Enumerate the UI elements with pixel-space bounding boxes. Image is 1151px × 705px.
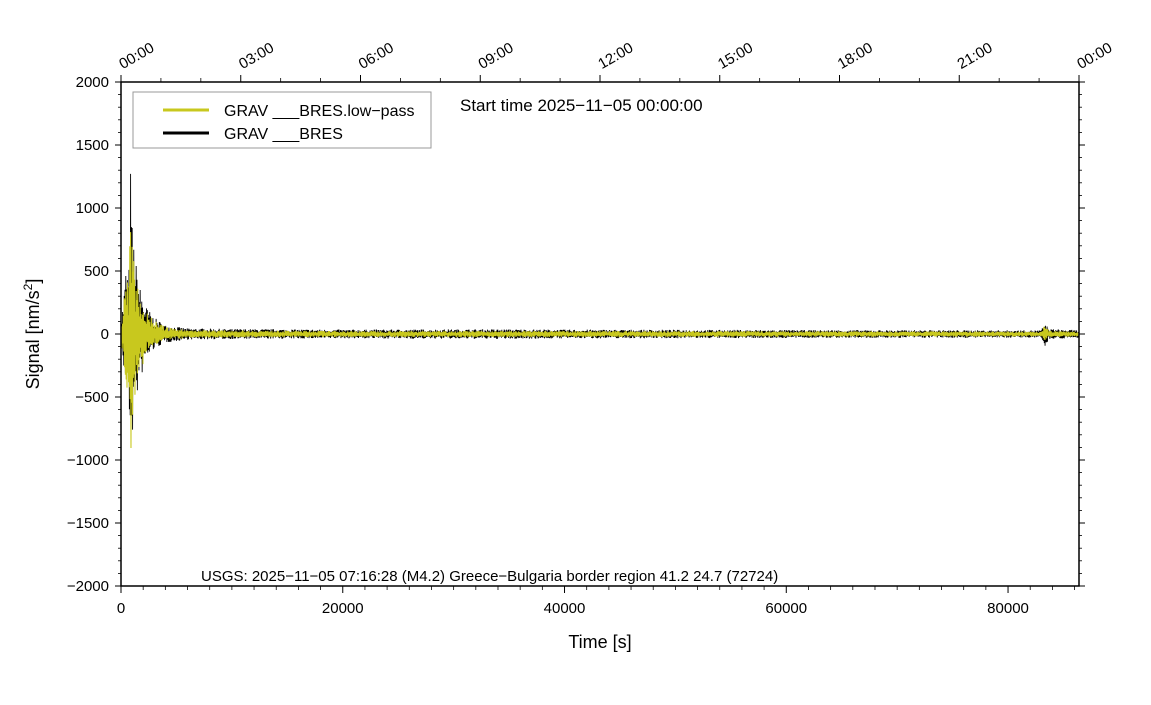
top-tick-label: 00:00 <box>116 39 157 72</box>
y-tick-label: 1000 <box>76 200 109 217</box>
y-tick-label: 1500 <box>76 137 109 154</box>
x-tick-label: 80000 <box>987 600 1029 617</box>
y-tick-label: 2000 <box>76 74 109 91</box>
top-tick-label: 18:00 <box>835 39 876 72</box>
legend-label-lowpass: GRAV ___BRES.low−pass <box>224 103 414 120</box>
y-tick-label: −2000 <box>67 578 109 595</box>
legend-label-raw: GRAV ___BRES <box>224 126 343 143</box>
x-axis-label: Time [s] <box>568 632 631 652</box>
legend-box <box>132 91 432 149</box>
y-axis-label-sup: 2 <box>21 283 35 290</box>
legend: GRAV ___BRES.low−pass GRAV ___BRES <box>132 91 432 149</box>
top-tick-label: 06:00 <box>356 39 397 72</box>
x-tick-label: 0 <box>117 600 125 617</box>
y-tick-label: −1000 <box>67 452 109 469</box>
x-tick-label: 40000 <box>544 600 586 617</box>
top-tick-label: 12:00 <box>595 39 636 72</box>
event-annotation: USGS: 2025−11−05 07:16:28 (M4.2) Greece−… <box>201 568 778 585</box>
y-axis-label-end: ] <box>23 279 43 284</box>
top-tick-label: 03:00 <box>236 39 277 72</box>
y-tick-label: −500 <box>75 389 109 406</box>
y-axis-label: Signal [nm/s2] <box>21 279 43 390</box>
top-tick-label: 15:00 <box>715 39 756 72</box>
start-time-annotation: Start time 2025−11−05 00:00:00 <box>460 96 703 115</box>
x-tick-label: 60000 <box>765 600 807 617</box>
series-line-1 <box>120 173 1080 435</box>
top-tick-label: 00:00 <box>1074 39 1115 72</box>
series-layer <box>120 173 1080 449</box>
y-tick-label: −1500 <box>67 515 109 532</box>
top-tick-label: 09:00 <box>475 39 516 72</box>
y-tick-label: 0 <box>101 326 109 343</box>
y-tick-label: 500 <box>84 263 109 280</box>
y-axis-label-main: Signal [nm/s <box>23 290 43 389</box>
top-tick-label: 21:00 <box>954 39 995 72</box>
series-line-0 <box>120 232 1080 449</box>
x-tick-label: 20000 <box>322 600 364 617</box>
